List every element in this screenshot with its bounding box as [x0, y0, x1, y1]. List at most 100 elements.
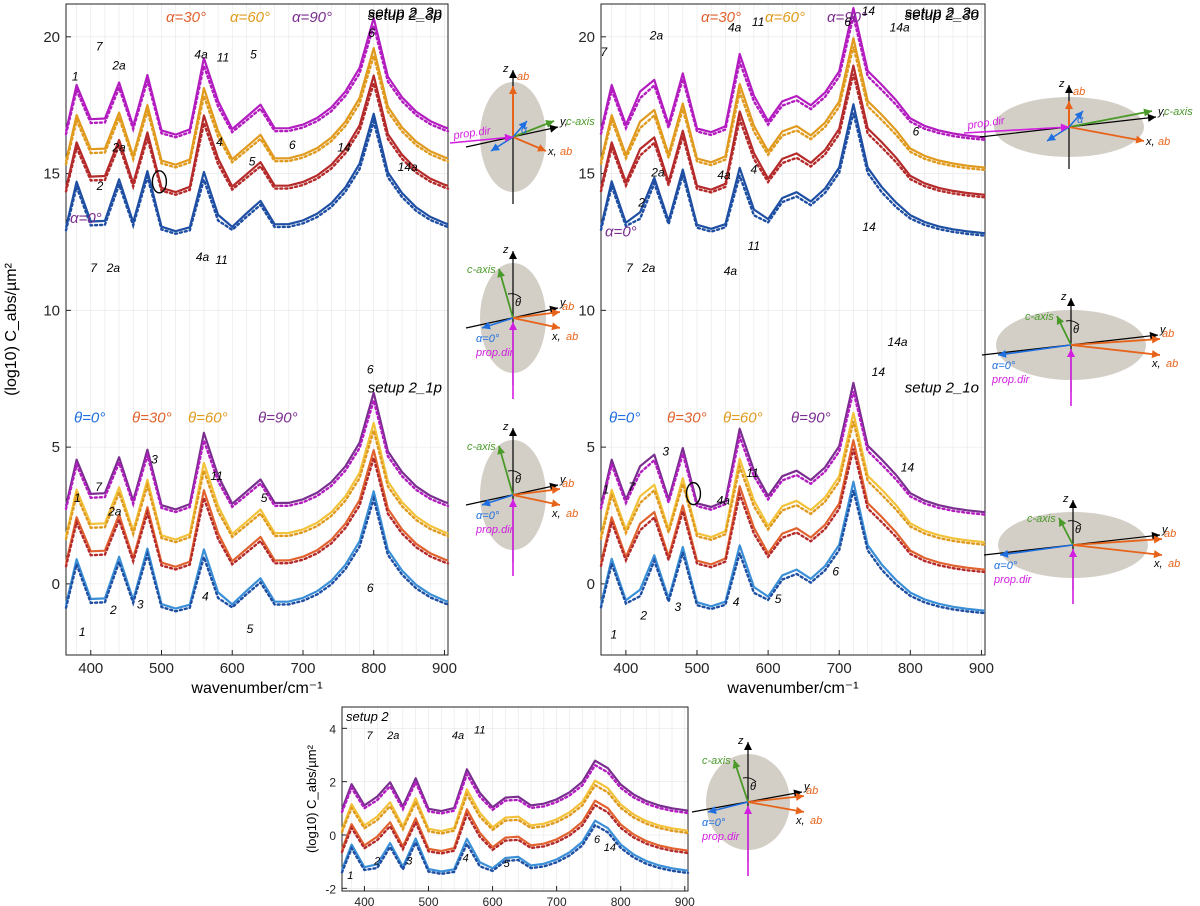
ab-arrow-head [1151, 335, 1160, 344]
axes-frame [341, 706, 689, 892]
right-setup1-series-1-solid [599, 64, 986, 196]
x-ab-arrow-head [1153, 550, 1162, 559]
y-axis-label: y [559, 297, 567, 309]
c-axis-label: c-axis [1164, 106, 1193, 118]
alpha-label: α [1077, 114, 1084, 126]
theta-arc [507, 293, 522, 299]
peak-label: 4 [733, 595, 740, 609]
right-setup0-series-1-solid [599, 439, 986, 571]
z-axis-label: z [502, 421, 509, 433]
setup-title: setup 2_2o [905, 5, 979, 22]
alpha0-label: α=0° [476, 510, 500, 522]
bottom-series-3-solid [340, 759, 689, 813]
y-axis-label: y, [559, 116, 568, 128]
peak-label: 7 [96, 40, 104, 54]
alpha-dir-arrow-2-head [518, 121, 527, 130]
right-setup1-series-0-solid [599, 103, 986, 235]
y-axis-label: (log10) C_abs/µm² [3, 262, 20, 395]
x-ab-arrow [512, 494, 561, 506]
c-axis-label: c-axis [467, 264, 496, 276]
theta-label: θ [1075, 524, 1081, 536]
peak-label: 11 [752, 15, 764, 29]
ab-up-arrow-head [509, 86, 517, 94]
peak-label: 2a [386, 730, 399, 742]
ab-arrow [1070, 338, 1161, 346]
x-tick-label: 400 [78, 660, 103, 677]
ab-arrow-head [795, 792, 804, 801]
chart-right: 400 500 600 700 800 90005101520wavenumber/cm⁻… [578, 3, 994, 697]
ab-up-arrow-head [1065, 101, 1073, 109]
orientation-diagram-diag-1p: z y c-axis θ ab x, ab α=0° prop.dir [465, 421, 578, 576]
z-axis-label: z [1060, 291, 1067, 303]
peak-label: 5 [504, 858, 511, 870]
x-ab-arrow [1070, 344, 1161, 356]
z-axis-label: z [737, 735, 744, 747]
axes-frame [65, 3, 449, 656]
x-tick-label: 800 [361, 660, 386, 677]
prop-dir-arrow-head [1060, 123, 1069, 132]
y-axis-arrow-head [549, 124, 558, 133]
peak-label: 6 [832, 565, 839, 579]
z-axis-arrow-head [1067, 298, 1075, 306]
peak-label: 4a [194, 48, 208, 62]
right-setup0-series-2-solid [599, 411, 986, 544]
x-tick-label: 800 [611, 895, 631, 906]
chart-left: 400 500 600 700 800 90005101520wavenumber/cm⁻… [3, 3, 457, 697]
prop-dir-arrow-head [1067, 349, 1075, 357]
c-axis-arrow-head [1059, 518, 1067, 527]
peak-label: 2a [650, 165, 665, 179]
x-tick-label: 900 [432, 660, 457, 677]
ab-arrow-head [551, 309, 560, 317]
orientation-diagram-diag-2o: z y c-axis θ ab x, ab α=0° prop.dir [981, 291, 1178, 406]
y-axis-label: (log10) C_abs/µm² [304, 744, 319, 853]
legend-alpha-2: α=90° [292, 9, 332, 26]
legend-theta-0: θ=0° [609, 410, 640, 427]
annotation-circle [151, 170, 168, 194]
y-tick-label: 0 [587, 576, 595, 593]
left-setup1-series-1-solid [64, 74, 449, 194]
legend-alpha0: α=0° [70, 210, 102, 227]
peak-label: 14 [862, 4, 876, 18]
theta-arc [1067, 520, 1082, 526]
c-axis-arrow [498, 268, 514, 319]
peak-label: 5 [775, 592, 782, 606]
right-setup1-series-3-solid [599, 7, 986, 139]
setup-title: setup 2_3o [905, 7, 979, 24]
legend-theta-3: θ=90° [258, 410, 298, 427]
legend-theta-1: θ=30° [667, 410, 707, 427]
alpha-label: α [521, 124, 528, 136]
legend-theta-2: θ=60° [723, 410, 763, 427]
legend-alpha-0: α=30° [701, 9, 741, 26]
peak-label: 5 [247, 622, 254, 636]
x-ab-arrow-head [551, 322, 560, 331]
x-tick-label: 400 [613, 660, 638, 677]
right-setup0-series-3-solid [599, 381, 986, 514]
peak-label: 14a [398, 160, 418, 174]
bottom-series-1-dotted [340, 803, 690, 855]
x-label: x, [795, 815, 805, 827]
x-axis-label: wavenumber/cm⁻¹ [190, 680, 322, 697]
peak-label: 11 [215, 253, 227, 267]
peak-label: 2 [96, 179, 104, 193]
c-axis-label: c-axis [566, 116, 595, 128]
y-axis-arrow-head [549, 482, 558, 491]
z-axis-arrow-head [1065, 85, 1073, 93]
z-axis-label: z [1062, 493, 1069, 505]
peak-label: 7 [601, 45, 609, 59]
peak-label: 1 [610, 628, 617, 642]
x-ab-arrow [1072, 544, 1163, 556]
peak-label: 2a [107, 505, 122, 519]
x-ab-label: ab [810, 815, 822, 827]
c-axis-arrow [1068, 110, 1153, 128]
theta-arc [1065, 320, 1080, 326]
peak-label: 7 [95, 480, 103, 494]
c-axis-arrow-head [497, 446, 506, 455]
x-tick-label: 900 [969, 660, 994, 677]
peak-label: 14 [337, 141, 351, 155]
bottom-title: setup 2 [346, 709, 389, 724]
bottom-series-2-dotted [340, 783, 690, 835]
c-axis-label: c-axis [702, 755, 731, 767]
z-axis-arrow-head [1069, 500, 1077, 508]
prop-dir-label: prop.dir [701, 831, 741, 843]
